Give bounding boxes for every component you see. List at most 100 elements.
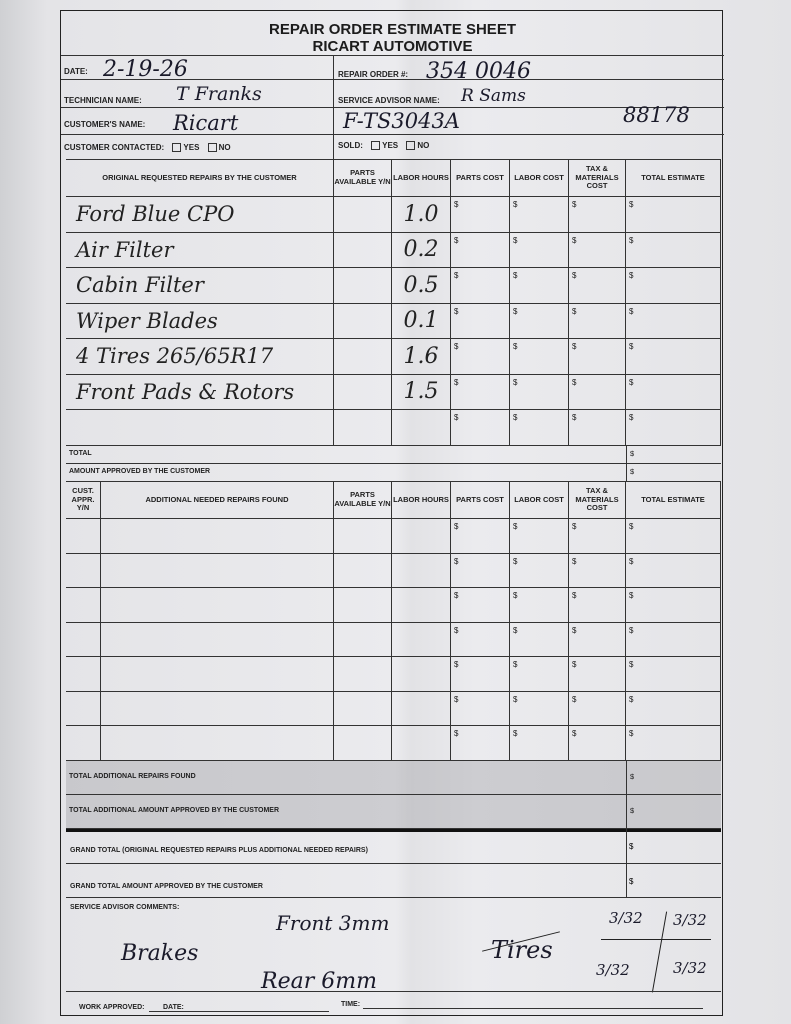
cell[interactable] xyxy=(66,691,101,725)
cost-cell[interactable]: $ xyxy=(510,553,569,587)
mileage-value[interactable]: 88178 xyxy=(623,103,690,127)
cost-cell[interactable]: $ xyxy=(569,553,626,587)
approval-date-field[interactable] xyxy=(189,1011,329,1012)
labor-hours[interactable]: 1.0 xyxy=(392,197,451,232)
grand-approved-value[interactable]: $ xyxy=(629,877,634,886)
tire-depth-rr[interactable]: 3/32 xyxy=(673,959,707,977)
cost-cell[interactable]: $ xyxy=(569,268,626,303)
cell[interactable] xyxy=(66,519,101,553)
repair-description[interactable] xyxy=(66,410,334,445)
cost-cell[interactable]: $ xyxy=(569,232,626,267)
cost-cell[interactable]: $ xyxy=(451,303,510,338)
advisor-value[interactable]: R Sams xyxy=(461,86,526,106)
cell[interactable] xyxy=(101,726,334,760)
cell[interactable] xyxy=(392,553,451,587)
cost-cell[interactable]: $ xyxy=(451,268,510,303)
comment-rear[interactable]: Rear 6mm xyxy=(261,969,377,994)
cell[interactable] xyxy=(334,303,392,338)
cell[interactable] xyxy=(334,232,392,267)
cell[interactable] xyxy=(334,553,392,587)
cost-cell[interactable]: $ xyxy=(569,410,626,445)
labor-hours[interactable]: 0.2 xyxy=(392,232,451,267)
cost-cell[interactable]: $ xyxy=(569,197,626,232)
cost-cell[interactable]: $ xyxy=(451,197,510,232)
repair-description[interactable]: Cabin Filter xyxy=(66,268,334,303)
cost-cell[interactable]: $ xyxy=(510,197,569,232)
customer-value[interactable]: Ricart xyxy=(173,111,239,135)
cost-cell[interactable]: $ xyxy=(451,691,510,725)
cost-cell[interactable]: $ xyxy=(626,232,721,267)
cost-cell[interactable]: $ xyxy=(626,726,721,760)
cost-cell[interactable]: $ xyxy=(626,374,721,409)
contacted-yes-checkbox[interactable] xyxy=(172,143,182,153)
cell[interactable] xyxy=(334,588,392,622)
cost-cell[interactable]: $ xyxy=(451,622,510,656)
cost-cell[interactable]: $ xyxy=(626,553,721,587)
sold-yes-checkbox[interactable] xyxy=(371,141,381,151)
stock-number[interactable]: F-TS3043A xyxy=(343,109,460,133)
total-additional-row-value[interactable]: $ xyxy=(626,760,721,794)
cell[interactable] xyxy=(334,726,392,760)
cell[interactable] xyxy=(101,519,334,553)
cell[interactable] xyxy=(101,588,334,622)
cell[interactable] xyxy=(66,588,101,622)
cost-cell[interactable]: $ xyxy=(451,339,510,374)
cell[interactable] xyxy=(392,691,451,725)
cell[interactable] xyxy=(101,553,334,587)
cell[interactable] xyxy=(334,519,392,553)
comment-tires[interactable]: Tires xyxy=(491,936,553,964)
cost-cell[interactable]: $ xyxy=(510,410,569,445)
technician-value[interactable]: T Franks xyxy=(176,83,262,105)
cost-cell[interactable]: $ xyxy=(626,519,721,553)
labor-hours[interactable]: 1.5 xyxy=(392,374,451,409)
cost-cell[interactable]: $ xyxy=(451,519,510,553)
cost-cell[interactable]: $ xyxy=(451,232,510,267)
cost-cell[interactable]: $ xyxy=(451,657,510,691)
cell[interactable] xyxy=(101,657,334,691)
cost-cell[interactable]: $ xyxy=(569,657,626,691)
sold-no-checkbox[interactable] xyxy=(406,141,416,151)
cost-cell[interactable]: $ xyxy=(510,726,569,760)
cost-cell[interactable]: $ xyxy=(510,588,569,622)
cost-cell[interactable]: $ xyxy=(451,726,510,760)
cost-cell[interactable]: $ xyxy=(626,622,721,656)
tire-depth-rf[interactable]: 3/32 xyxy=(673,911,707,929)
cost-cell[interactable]: $ xyxy=(569,519,626,553)
cost-cell[interactable]: $ xyxy=(626,303,721,338)
cell[interactable] xyxy=(101,622,334,656)
repair-description[interactable]: Air Filter xyxy=(66,232,334,267)
repair-description[interactable]: 4 Tires 265/65R17 xyxy=(66,339,334,374)
cell[interactable] xyxy=(392,519,451,553)
cost-cell[interactable]: $ xyxy=(626,588,721,622)
cost-cell[interactable]: $ xyxy=(510,268,569,303)
cost-cell[interactable]: $ xyxy=(626,268,721,303)
cost-cell[interactable]: $ xyxy=(510,622,569,656)
tire-depth-lf[interactable]: 3/32 xyxy=(609,909,643,927)
cell[interactable] xyxy=(66,657,101,691)
cost-cell[interactable]: $ xyxy=(626,691,721,725)
cell[interactable] xyxy=(334,657,392,691)
labor-hours[interactable] xyxy=(392,410,451,445)
grand-total-value[interactable]: $ xyxy=(629,842,634,851)
cost-cell[interactable]: $ xyxy=(510,519,569,553)
cost-cell[interactable]: $ xyxy=(510,374,569,409)
cost-cell[interactable]: $ xyxy=(626,339,721,374)
labor-hours[interactable]: 0.1 xyxy=(392,303,451,338)
tire-depth-lr[interactable]: 3/32 xyxy=(596,961,630,979)
repair-order-value[interactable]: 354 0046 xyxy=(426,59,531,84)
cell[interactable] xyxy=(392,726,451,760)
cell[interactable] xyxy=(392,622,451,656)
cell[interactable] xyxy=(392,657,451,691)
cell[interactable] xyxy=(66,553,101,587)
labor-hours[interactable]: 0.5 xyxy=(392,268,451,303)
cell[interactable] xyxy=(101,691,334,725)
approval-time-field[interactable] xyxy=(363,1008,703,1009)
cost-cell[interactable]: $ xyxy=(510,303,569,338)
cost-cell[interactable]: $ xyxy=(569,588,626,622)
cost-cell[interactable]: $ xyxy=(510,339,569,374)
cell[interactable] xyxy=(334,339,392,374)
cost-cell[interactable]: $ xyxy=(569,622,626,656)
cost-cell[interactable]: $ xyxy=(510,691,569,725)
cost-cell[interactable]: $ xyxy=(451,553,510,587)
cost-cell[interactable]: $ xyxy=(569,691,626,725)
